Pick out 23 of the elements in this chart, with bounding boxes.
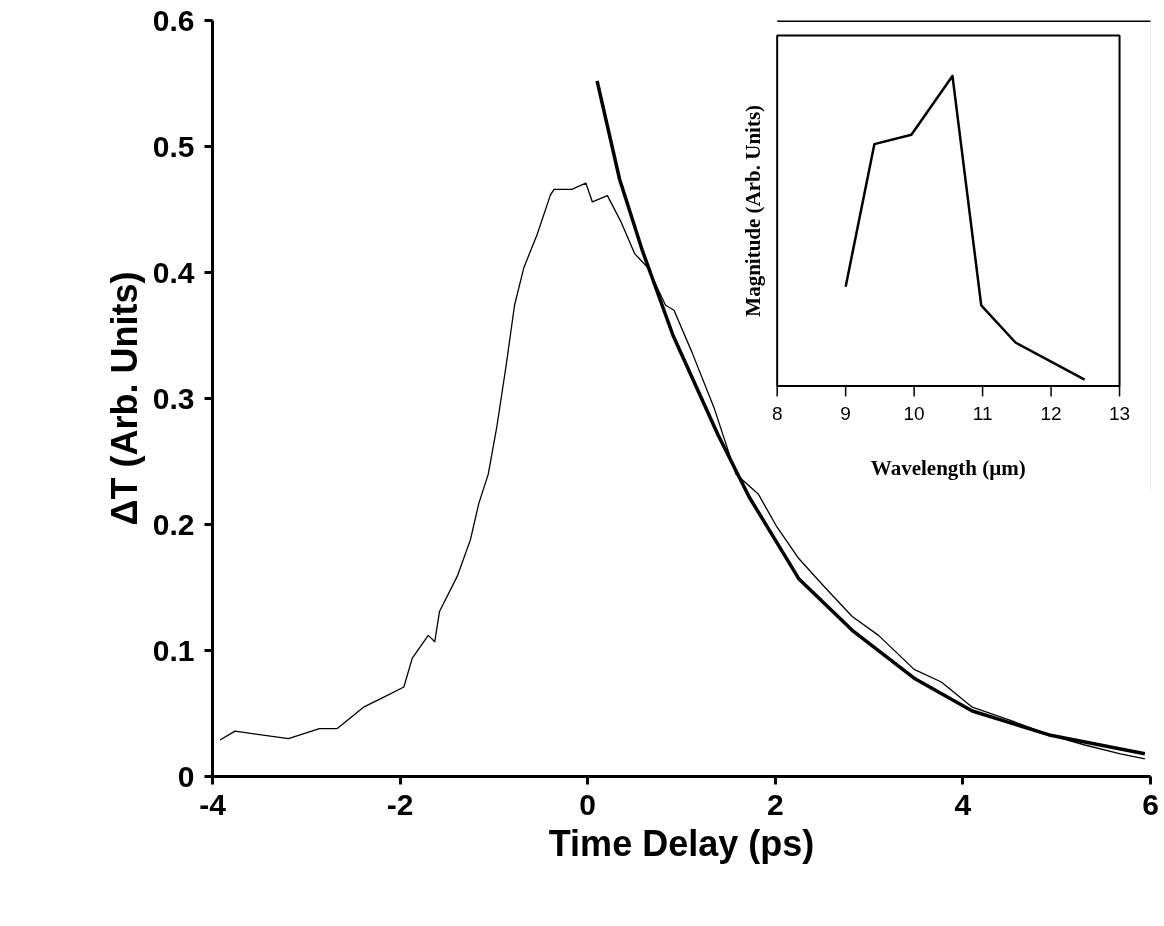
y-axis-title: Magnitude (Arb. Units): [741, 104, 766, 317]
x-tick-label: 12: [1040, 402, 1062, 424]
x-tick-label: 10: [903, 402, 925, 424]
x-tick-label: 4: [954, 787, 972, 821]
x-tick-label: 0: [579, 787, 597, 821]
y-tick-label: 0.2: [152, 507, 195, 541]
y-axis-title: ΔT (Arb. Units): [103, 271, 145, 526]
x-tick-label: 6: [1142, 787, 1159, 821]
x-tick-label: 2: [766, 787, 784, 821]
y-tick-label: 0.3: [152, 381, 195, 415]
y-tick-label: 0.5: [152, 129, 195, 163]
x-tick-label: 11: [972, 402, 993, 424]
y-tick-label: 0.1: [152, 633, 195, 667]
x-tick-label: -2: [386, 787, 414, 821]
x-axis-title: Time Delay (ps): [548, 822, 815, 864]
x-tick-label: -4: [199, 787, 227, 821]
x-tick-label: 8: [771, 402, 783, 424]
y-tick-label: 0.4: [152, 255, 195, 289]
y-tick-label: 0.6: [152, 3, 195, 37]
x-tick-label: 9: [840, 402, 851, 424]
x-axis-title: Wavelength (µm): [870, 455, 1026, 480]
y-tick-label: 0: [177, 759, 195, 793]
x-tick-label: 13: [1108, 402, 1131, 424]
